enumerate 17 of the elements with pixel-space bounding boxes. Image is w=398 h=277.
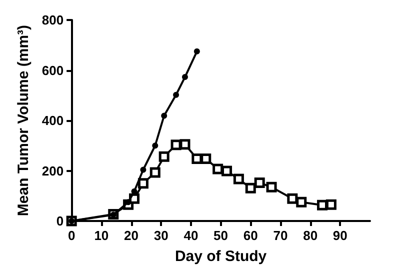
x-tick-label: 70 xyxy=(273,228,288,243)
x-tick-label: 90 xyxy=(332,228,348,243)
x-tick-label: 50 xyxy=(214,228,228,243)
x-tick-label: 80 xyxy=(303,228,318,243)
x-tick-label: 20 xyxy=(124,228,139,243)
x-tick-label: 0 xyxy=(68,228,76,243)
x-tick-label: 40 xyxy=(184,228,198,243)
x-axis-title: Day of Study xyxy=(174,248,268,265)
y-tick-label: 200 xyxy=(42,163,64,178)
y-tick-label: 400 xyxy=(42,113,64,128)
y-tick-label: 800 xyxy=(42,12,64,28)
x-tick-label: 10 xyxy=(94,228,109,243)
y-axis-title: Mean Tumor Volume (mm³) xyxy=(15,24,32,216)
y-tick-label: 600 xyxy=(42,62,64,78)
y-tick-label: 0 xyxy=(56,214,64,228)
x-tick-label: 60 xyxy=(243,228,258,243)
x-tick-label: 30 xyxy=(154,228,168,243)
